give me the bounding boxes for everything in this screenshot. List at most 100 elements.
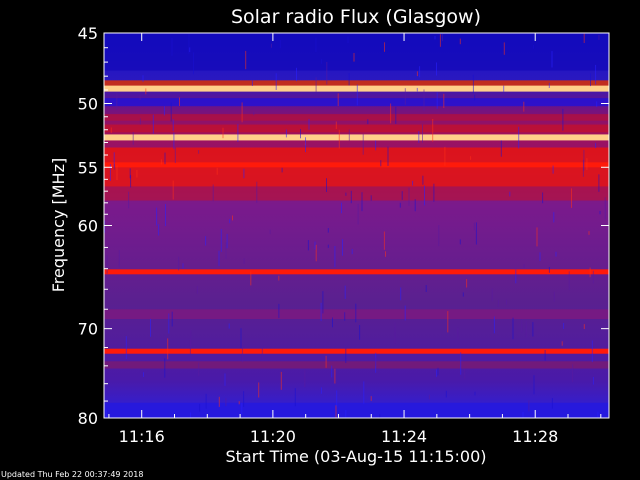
speckle [168, 313, 170, 334]
x-tick-label: 11:24 [381, 427, 427, 446]
speckle [437, 367, 439, 376]
speckle [165, 204, 166, 227]
speckle [523, 101, 525, 112]
x-axis: 11:16 11:20 11:24 11:28 [108, 33, 602, 446]
speckle [422, 175, 424, 185]
speckle [491, 288, 493, 302]
speckle [459, 38, 461, 45]
band-region [104, 114, 609, 121]
speckle [348, 129, 350, 141]
speckle [326, 62, 328, 85]
speckle [307, 240, 309, 251]
speckle [344, 285, 346, 299]
speckle [553, 291, 555, 302]
speckle [548, 82, 550, 88]
speckle [342, 239, 343, 256]
speckle [164, 152, 166, 165]
speckle [598, 174, 600, 192]
speckle [139, 118, 141, 125]
speckle [367, 119, 369, 125]
speckle [493, 316, 495, 334]
speckle [506, 299, 507, 305]
speckle [416, 87, 418, 92]
speckle [163, 106, 165, 116]
speckle [296, 67, 297, 82]
speckle [400, 287, 402, 301]
speckle [218, 396, 220, 407]
speckle [232, 215, 233, 221]
speckle [136, 169, 138, 178]
updated-timestamp: Updated Thu Feb 22 00:37:49 2018 [1, 470, 144, 479]
plot-area [104, 33, 609, 418]
speckle [523, 264, 525, 268]
speckle [300, 129, 301, 139]
speckle [350, 190, 352, 204]
speckle [270, 43, 272, 48]
speckle [586, 158, 588, 170]
speckle [553, 212, 555, 223]
speckle [130, 175, 132, 188]
speckle [445, 390, 447, 398]
speckle [241, 343, 243, 363]
speckle [599, 210, 601, 215]
speckle [532, 322, 534, 337]
speckle [475, 222, 477, 245]
speckle [500, 140, 502, 157]
speckle [345, 192, 347, 196]
speckle [404, 88, 406, 105]
speckle [332, 317, 333, 328]
speckle [280, 371, 282, 390]
speckle [542, 192, 544, 204]
speckle [224, 373, 226, 386]
speckle [179, 97, 180, 106]
speckle [275, 73, 277, 90]
speckle [188, 34, 190, 54]
speckle [522, 412, 524, 418]
speckle [218, 250, 220, 266]
frequency-bands [104, 33, 609, 418]
speckle [250, 271, 252, 286]
speckle [379, 414, 381, 418]
speckle [304, 369, 306, 388]
speckle [588, 231, 590, 235]
speckle [129, 168, 131, 179]
speckle [555, 251, 557, 257]
y-axis: 45 50 55 60 70 80 [78, 24, 609, 428]
speckle [325, 355, 327, 368]
speckle [347, 36, 349, 43]
speckle [106, 255, 108, 274]
speckle [109, 164, 111, 181]
speckle [596, 101, 598, 107]
speckle [539, 252, 541, 262]
y-tick-label: 80 [78, 409, 98, 428]
speckle [251, 80, 253, 86]
speckle [528, 400, 530, 412]
y-tick-label: 70 [78, 320, 98, 339]
speckle [457, 327, 459, 340]
band-region [104, 33, 609, 71]
speckle [597, 411, 599, 418]
speckle [351, 248, 353, 255]
speckle [474, 391, 476, 396]
speckle [361, 192, 363, 212]
speckle [245, 50, 247, 70]
speckle [331, 365, 333, 378]
speckle [348, 73, 350, 86]
speckle [404, 305, 406, 321]
speckle [592, 377, 594, 385]
speckle [105, 409, 107, 418]
band-region [104, 186, 609, 201]
speckle [551, 51, 553, 68]
band-region [104, 309, 609, 320]
speckle [414, 199, 416, 212]
speckle [497, 299, 499, 307]
speckle [225, 242, 227, 259]
speckle [385, 251, 386, 257]
speckle [171, 311, 173, 327]
speckle [355, 303, 357, 323]
speckle [592, 270, 594, 284]
speckle [156, 207, 158, 226]
speckle [436, 62, 437, 76]
speckle [226, 233, 228, 249]
speckle [198, 362, 200, 377]
